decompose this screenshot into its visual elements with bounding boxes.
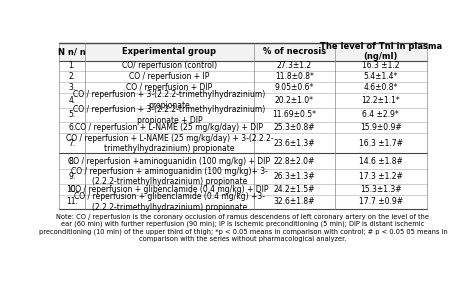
Text: 9.05±0.6*: 9.05±0.6* bbox=[274, 83, 314, 92]
Text: 6.4 ±2.9*: 6.4 ±2.9* bbox=[362, 110, 399, 119]
Text: 16.3 ±1.2: 16.3 ±1.2 bbox=[362, 61, 400, 70]
Text: 26.3±1.3#: 26.3±1.3# bbox=[273, 172, 315, 181]
Text: 20.2±1.0*: 20.2±1.0* bbox=[275, 96, 314, 105]
Text: 6.: 6. bbox=[68, 123, 76, 132]
Text: 5.4±1.4*: 5.4±1.4* bbox=[364, 72, 398, 81]
Text: 2.: 2. bbox=[69, 72, 76, 81]
Text: Experimental group: Experimental group bbox=[122, 47, 217, 56]
Text: 4.: 4. bbox=[68, 96, 76, 105]
Text: The level of TnI in plasma
(ng/ml): The level of TnI in plasma (ng/ml) bbox=[319, 42, 442, 62]
Text: CO / reperfusion +aminoguanidin (100 mg/kg) + DIP: CO / reperfusion +aminoguanidin (100 mg/… bbox=[68, 157, 271, 166]
Text: % of necrosis: % of necrosis bbox=[263, 47, 326, 56]
Text: CO / reperfusion + 3-(2.2.2-trimethylhydrazinium)
propionate + DIP: CO / reperfusion + 3-(2.2.2-trimethylhyd… bbox=[73, 105, 265, 124]
Text: 11.8±0.8*: 11.8±0.8* bbox=[275, 72, 314, 81]
Text: CO / reperfusion + IP: CO / reperfusion + IP bbox=[129, 72, 210, 81]
Text: Note: CO / reperfusion is the coronary occlusion of ramus descendens of left cor: Note: CO / reperfusion is the coronary o… bbox=[38, 214, 447, 242]
Text: 25.3±0.8#: 25.3±0.8# bbox=[273, 123, 315, 132]
Text: CO / reperfusion + glibenclamide (0.4 mg/kg) + DIP: CO / reperfusion + glibenclamide (0.4 mg… bbox=[70, 185, 269, 194]
Text: CO / reperfusion + 3-(2.2.2-trimethylhydrazinium)
propionate: CO / reperfusion + 3-(2.2.2-trimethylhyd… bbox=[73, 91, 265, 110]
Bar bbox=[59, 43, 427, 61]
Text: CO / reperfusion + aminoguanidin (100 mg/kg)+ 3-
(2.2.2-trimethylhydrazinium) pr: CO / reperfusion + aminoguanidin (100 mg… bbox=[71, 167, 268, 186]
Text: 32.6±1.8#: 32.6±1.8# bbox=[273, 197, 315, 206]
Text: 7.: 7. bbox=[68, 139, 76, 148]
Text: N n/ n: N n/ n bbox=[58, 47, 86, 56]
Text: 8.: 8. bbox=[69, 157, 76, 166]
Text: CO/ reperfusion (control): CO/ reperfusion (control) bbox=[122, 61, 217, 70]
Text: 15.3±1.3#: 15.3±1.3# bbox=[360, 185, 401, 194]
Text: CO / reperfusion + glibenclamide (0.4 mg/kg) +3-
(2.2.2-trimethylhydrazinium) pr: CO / reperfusion + glibenclamide (0.4 mg… bbox=[74, 192, 265, 212]
Text: 12.2±1.1*: 12.2±1.1* bbox=[361, 96, 400, 105]
Text: 5.: 5. bbox=[68, 110, 76, 119]
Text: 15.9±0.9#: 15.9±0.9# bbox=[360, 123, 401, 132]
Text: 17.7 ±0.9#: 17.7 ±0.9# bbox=[359, 197, 403, 206]
Text: 4.6±0.8*: 4.6±0.8* bbox=[364, 83, 398, 92]
Text: 27.3±1.2: 27.3±1.2 bbox=[277, 61, 312, 70]
Text: CO / reperfusion + L-NAME (25 mg/kg/day) + 3-(2.2.2-
trimethylhydrazinium) propi: CO / reperfusion + L-NAME (25 mg/kg/day)… bbox=[65, 134, 273, 153]
Text: 11.: 11. bbox=[66, 197, 78, 206]
Text: 24.2±1.5#: 24.2±1.5# bbox=[273, 185, 315, 194]
Text: 11.69±0.5*: 11.69±0.5* bbox=[273, 110, 316, 119]
Text: 10.: 10. bbox=[66, 185, 78, 194]
Text: 9.: 9. bbox=[68, 172, 76, 181]
Text: 16.3 ±1.7#: 16.3 ±1.7# bbox=[359, 139, 403, 148]
Text: 17.3 ±1.2#: 17.3 ±1.2# bbox=[359, 172, 402, 181]
Text: 14.6 ±1.8#: 14.6 ±1.8# bbox=[359, 157, 402, 166]
Text: 3.: 3. bbox=[68, 83, 76, 92]
Text: 22.8±2.0#: 22.8±2.0# bbox=[273, 157, 315, 166]
Text: CO / reperfusion + L-NAME (25 mg/kg/day) + DIP: CO / reperfusion + L-NAME (25 mg/kg/day)… bbox=[75, 123, 264, 132]
Text: 1.: 1. bbox=[69, 61, 76, 70]
Text: CO / reperfusion + DIP: CO / reperfusion + DIP bbox=[127, 83, 212, 92]
Text: 23.6±1.3#: 23.6±1.3# bbox=[273, 139, 315, 148]
